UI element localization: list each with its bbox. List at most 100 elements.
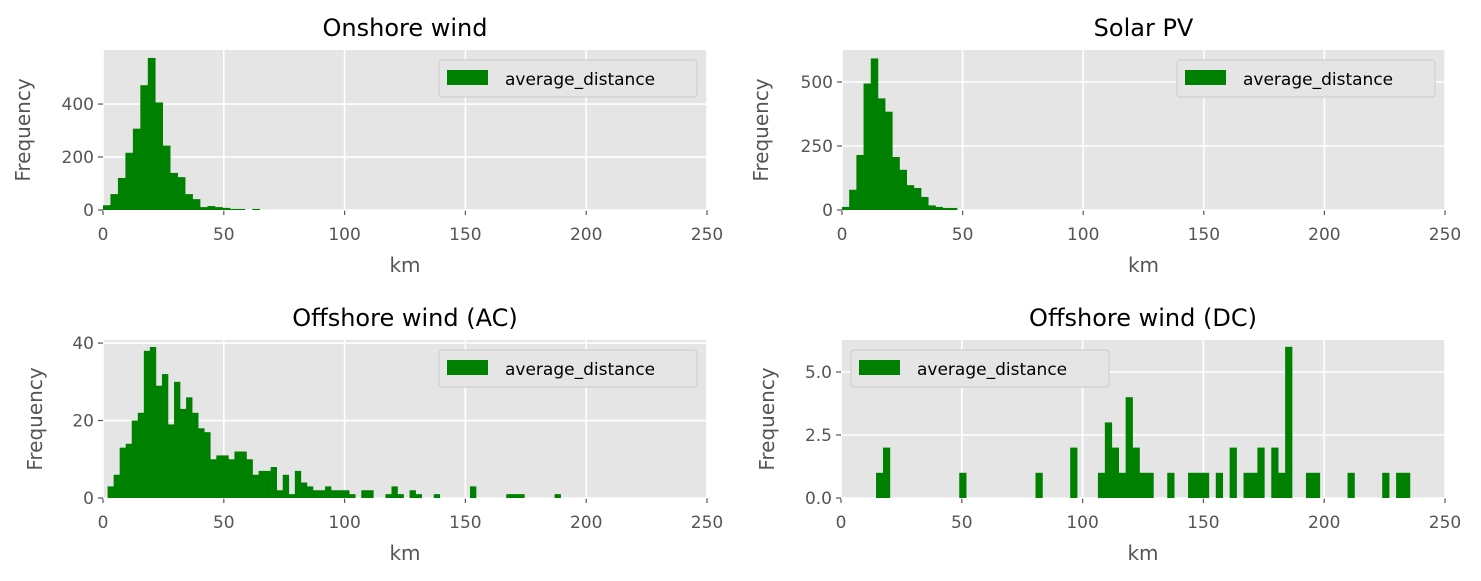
histogram-bar	[512, 494, 519, 498]
x-tick-label: 50	[213, 225, 235, 245]
histogram-bar	[1070, 447, 1078, 498]
legend-box	[850, 349, 1110, 388]
x-axis-label: km	[1128, 253, 1159, 277]
histogram-bar	[1250, 472, 1258, 498]
histogram-bar	[433, 494, 441, 498]
histogram-bar	[1194, 472, 1203, 498]
histogram-bar	[1382, 472, 1390, 498]
histogram-bar	[1118, 472, 1126, 498]
histogram-bar	[913, 187, 922, 210]
histogram-bar	[246, 459, 253, 498]
histogram-bar	[899, 169, 907, 210]
y-tick-label: 0	[83, 489, 94, 509]
histogram-bar	[1396, 472, 1404, 498]
histogram-bar	[391, 486, 398, 498]
x-tick-label: 0	[98, 225, 109, 245]
legend: average_distance	[1176, 59, 1436, 98]
histogram-bar	[892, 157, 900, 210]
histogram-bar	[132, 128, 141, 210]
histogram-bar	[240, 451, 247, 498]
histogram-bar	[1097, 472, 1106, 498]
histogram-bar	[906, 185, 915, 210]
histogram-bar	[842, 206, 850, 210]
legend-label: average_distance	[1243, 70, 1393, 90]
histogram-bar	[1305, 472, 1314, 498]
histogram-bar	[331, 490, 338, 498]
y-tick-label: 0	[822, 201, 833, 221]
histogram-bar	[234, 451, 241, 498]
x-axis-label: km	[389, 541, 420, 565]
histogram-bar	[300, 482, 308, 498]
histogram-bar	[174, 381, 181, 498]
histogram-bar	[959, 472, 967, 498]
legend-label: average_distance	[505, 360, 655, 380]
chart-title: Offshore wind (DC)	[1029, 304, 1257, 332]
histogram-bar	[306, 486, 314, 498]
histogram-bar	[103, 205, 111, 210]
x-tick-label: 100	[1066, 513, 1098, 533]
histogram-bar	[113, 474, 120, 498]
x-axis-label: km	[1127, 541, 1158, 565]
y-tick-label: 0.0	[805, 489, 832, 509]
histogram-bar	[1271, 447, 1279, 498]
histogram-bar	[469, 486, 477, 498]
histogram-bar	[155, 385, 163, 498]
histogram-bar	[1125, 397, 1133, 498]
histogram-bar	[935, 206, 943, 210]
histogram-bar	[1111, 447, 1120, 498]
histogram-bar	[186, 397, 193, 498]
subplot-offshore-wind-ac: 0 50 100 150 200 250 0 20 40 Offshore wind (AC) km…	[23, 304, 723, 565]
histogram-bar	[312, 490, 320, 498]
histogram-bar	[147, 57, 156, 210]
histogram-bar	[343, 490, 350, 498]
chart-title: Offshore wind (AC)	[292, 304, 517, 332]
y-tick-label: 400	[62, 95, 94, 115]
histogram-bar	[921, 196, 929, 210]
y-tick-label: 2.5	[805, 426, 832, 446]
histogram-bar	[107, 486, 114, 498]
histogram-bar	[863, 83, 872, 210]
histogram-bar	[1188, 472, 1196, 498]
histogram-bar	[216, 455, 223, 498]
histogram-bar	[214, 207, 223, 210]
legend-swatch	[447, 70, 488, 85]
x-tick-label: 200	[1308, 513, 1340, 533]
x-axis-label: km	[389, 253, 420, 277]
y-tick-label: 40	[72, 334, 94, 354]
histogram-bar	[318, 490, 326, 498]
legend-box	[1176, 59, 1436, 98]
histogram-bar	[162, 145, 171, 210]
histogram-bar	[161, 374, 169, 498]
histogram-bar	[198, 428, 205, 498]
histogram-bar	[167, 424, 175, 498]
histogram-bar	[554, 494, 561, 498]
x-tick-label: 100	[328, 225, 360, 245]
histogram-bar	[1167, 472, 1175, 498]
histogram-bar	[264, 470, 271, 498]
histogram-bar	[252, 474, 259, 498]
histogram-bar	[349, 494, 356, 498]
chart-title: Solar PV	[1094, 14, 1194, 42]
histogram-bar	[210, 459, 217, 498]
legend: average_distance	[850, 349, 1110, 388]
y-axis-label: Frequency	[755, 367, 779, 470]
histogram-bar	[1146, 472, 1154, 498]
chart-title: Onshore wind	[323, 14, 488, 42]
histogram-bar	[270, 467, 278, 498]
x-tick-label: 150	[449, 225, 481, 245]
histogram-bar	[1285, 346, 1293, 498]
x-tick-label: 250	[691, 225, 723, 245]
histogram-bar	[518, 494, 525, 498]
subplot-onshore-wind: 0 50 100 150 200 250 0 200 400 Onshore wind km Freq…	[11, 14, 723, 277]
histogram-bar	[361, 490, 368, 498]
histogram-bar	[117, 177, 126, 210]
y-tick-label: 250	[801, 137, 833, 157]
y-axis-label: Frequency	[749, 78, 773, 181]
x-tick-label: 50	[951, 513, 973, 533]
histogram-bar	[258, 470, 265, 498]
histogram-bar	[870, 58, 879, 210]
histogram-bar	[137, 412, 145, 498]
histogram-bar	[207, 206, 216, 210]
histogram-bar	[942, 207, 951, 210]
